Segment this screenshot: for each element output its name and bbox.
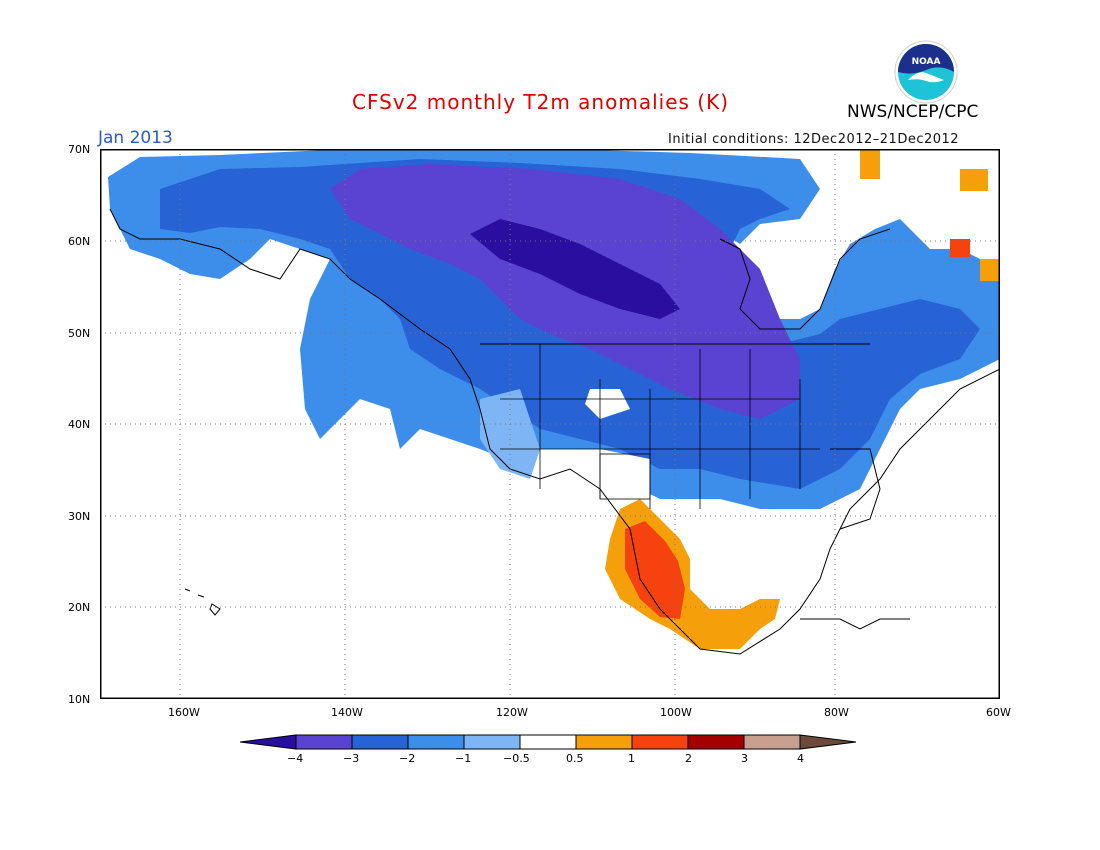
colorbar-cell: [743, 734, 801, 750]
colorbar: [240, 734, 857, 750]
colorbar-label-m2: −2: [399, 752, 416, 765]
map-frame: [100, 149, 1000, 699]
noaa-logo-text: NOAA: [912, 57, 941, 67]
colorbar-cell: [463, 734, 521, 750]
anomaly-patch-ne-1: [860, 149, 880, 179]
agency-label: NWS/NCEP/CPC: [847, 102, 979, 122]
colorbar-label-m3: −3: [343, 752, 360, 765]
anomaly-region-minus4: [470, 219, 680, 319]
lon-label-100w: 100W: [660, 706, 692, 719]
anomaly-region-neutral: [530, 449, 650, 504]
lon-label-120w: 120W: [496, 706, 528, 719]
colorbar-cell-under: [240, 734, 297, 750]
initial-conditions: Initial conditions: 12Dec2012–21Dec2012: [668, 132, 960, 147]
lat-label-60n: 60N: [68, 235, 91, 248]
chart-title: CFSv2 monthly T2m anomalies (K): [352, 90, 729, 114]
anomaly-region-neutral-2: [585, 389, 630, 419]
colorbar-label-05: 0.5: [566, 752, 584, 765]
noaa-logo: NOAA: [894, 40, 958, 104]
anomaly-region-minus3: [330, 164, 800, 419]
colorbar-label-3: 3: [741, 752, 748, 765]
lon-label-160w: 160W: [168, 706, 200, 719]
colorbar-label-m4: −4: [287, 752, 304, 765]
grid-lines: [100, 149, 1000, 699]
lat-label-40n: 40N: [68, 418, 91, 431]
colorbar-cell: [519, 734, 577, 750]
lon-label-80w: 80W: [824, 706, 849, 719]
colorbar-cell: [351, 734, 409, 750]
lat-label-20n: 20N: [68, 601, 91, 614]
colorbar-cell: [295, 734, 353, 750]
anomaly-map: [100, 149, 1000, 699]
colorbar-cell: [575, 734, 633, 750]
colorbar-label-m1: −1: [455, 752, 472, 765]
colorbar-cell-over: [799, 734, 857, 750]
anomaly-patch-ne-4: [950, 239, 970, 257]
colorbar-label-1: 1: [628, 752, 635, 765]
lat-label-10n: 10N: [68, 693, 91, 706]
colorbar-cell: [407, 734, 465, 750]
lat-label-30n: 30N: [68, 510, 91, 523]
colorbar-label-m05: −0.5: [503, 752, 530, 765]
lat-label-70n: 70N: [68, 143, 91, 156]
colorbar-cell: [631, 734, 689, 750]
anomaly-region-plus1: [625, 521, 685, 619]
state-borders: [500, 344, 820, 509]
colorbar-label-4: 4: [797, 752, 804, 765]
anomaly-patch-ne-2: [960, 169, 988, 191]
colorbar-label-2: 2: [685, 752, 692, 765]
colorbar-cell: [687, 734, 745, 750]
lat-label-50n: 50N: [68, 327, 91, 340]
anomaly-patch-ne-3: [980, 259, 1000, 281]
forecast-month: Jan 2013: [98, 128, 173, 148]
lon-label-140w: 140W: [331, 706, 363, 719]
lon-label-60w: 60W: [986, 706, 1011, 719]
